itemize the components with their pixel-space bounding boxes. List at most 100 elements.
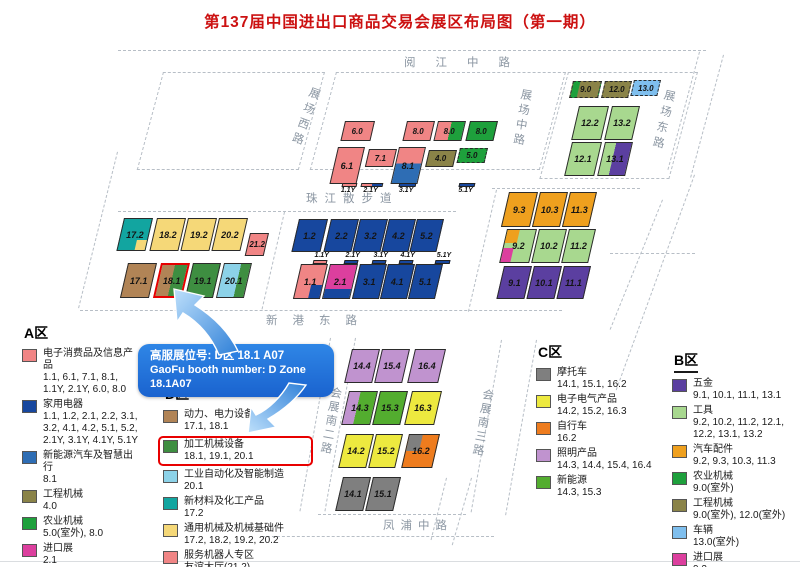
- hall-label: 3.2: [363, 230, 377, 241]
- yard-bar-5.1Y: 5.1Y: [434, 252, 453, 264]
- yard-bar-3.1Y: 3.1Y: [397, 183, 417, 195]
- yard-bar-1.1Y: 1.1Y: [312, 252, 330, 264]
- hall-15.3: 15.3: [372, 391, 408, 425]
- hall-label: 16.3: [414, 403, 432, 413]
- legend-item-text: 新能源汽车及智慧出行 8.1: [43, 450, 133, 485]
- hall-21.2: 21.2: [244, 233, 269, 256]
- legend-swatch-icon: [672, 406, 687, 419]
- hall-label: 11.2: [570, 241, 587, 251]
- road-label-xingang-east-road: 新港东路: [266, 313, 372, 327]
- hall-label: 10.1: [535, 277, 553, 288]
- map-boundary-line: [467, 189, 497, 312]
- hall-label: 4.2: [392, 230, 405, 241]
- hall-label: 1.2: [303, 230, 316, 241]
- legend-item-text: 进口展9.2: [693, 552, 723, 567]
- hall-label: 4.1: [391, 276, 404, 287]
- hall-17.1: 17.1: [119, 263, 157, 298]
- legend-swatch-icon: [22, 517, 37, 530]
- legend-item-text: 农业机械 9.0(室外): [693, 471, 734, 494]
- hall-8.0: 8.0: [433, 121, 466, 141]
- hall-label: 10.3: [541, 204, 559, 215]
- hall-label: 14.1: [344, 489, 362, 499]
- hall-label: 15.1: [374, 489, 392, 499]
- page-title: 第137届中国进出口商品交易会展区布局图（第一期）: [204, 14, 596, 31]
- hall-label: 18.2: [158, 229, 177, 240]
- legend-swatch-icon: [163, 551, 178, 564]
- hall-label: 11.3: [571, 204, 588, 215]
- legend-item-D-5: 服务机器人专区友谊大厅(21.2): [163, 550, 313, 567]
- hall-label: 13.0: [637, 83, 654, 93]
- legend-swatch-icon: [672, 379, 687, 392]
- legend-item-text: 新能源 14.3, 15.3: [557, 475, 602, 498]
- legend-swatch-icon: [672, 499, 687, 512]
- gaofu-booth-callout: 高服展位号: D区 18.1 A07 GaoFu booth number: D…: [138, 344, 334, 397]
- road-label-huizhan-south-3-road: 会展南三路: [471, 387, 496, 458]
- yard-bar-label: 1.1Y: [314, 252, 329, 259]
- legend-item-C-3: 照明产品 14.3, 14.4, 15.4, 16.4: [536, 448, 668, 472]
- legend-item-B-4: 工程机械 9.0(室外), 12.0(室外): [672, 498, 798, 522]
- hall-label: 8.0: [444, 126, 456, 136]
- hall-label: 13.1: [606, 154, 624, 164]
- legend-item-C-1: 电子电气产品 14.2, 15.2, 16.3: [536, 394, 668, 418]
- legend-item-text: 自行车 16.2: [557, 421, 587, 444]
- road-label-yuejiang-middle-road: 阅江中路: [404, 55, 530, 69]
- hall-label: 16.4: [417, 361, 436, 371]
- hall-label: 20.2: [220, 229, 239, 240]
- hall-11.1: 11.1: [556, 266, 591, 299]
- map-boundary-line: [610, 253, 695, 254]
- legend-swatch-icon: [536, 476, 551, 489]
- hall-label: 16.2: [411, 446, 430, 456]
- hall-7.1: 7.1: [364, 149, 397, 167]
- legend-swatch-icon: [536, 368, 551, 381]
- hall-11.3: 11.3: [561, 192, 597, 227]
- hall-label: 17.1: [129, 275, 148, 286]
- hall-label: 4.0: [435, 154, 447, 163]
- yard-bar-label: 1.1Y: [340, 187, 356, 194]
- yard-bar-2.1Y: 2.1Y: [343, 252, 361, 264]
- legend-item-text: 新材料及化工产品 17.2: [184, 496, 264, 519]
- hall-label: 9.3: [513, 204, 526, 215]
- hall-16.2: 16.2: [401, 434, 440, 468]
- hall-label: 11.1: [565, 277, 583, 288]
- legend-item-text: 工具 9.2, 10.2, 11.2, 12.1, 12.2, 13.1, 13.…: [693, 405, 784, 440]
- legend-item-C-2: 自行车 16.2: [536, 421, 668, 445]
- hall-label: 5.2: [420, 230, 433, 241]
- legend-zone-C: C区 摩托车 14.1, 15.1, 16.2 电子电气产品 14.2, 15.2, 1…: [536, 342, 668, 502]
- legend-item-A-3: 工程机械 4.0: [22, 489, 140, 513]
- legend-item-B-6: 进口展9.2: [672, 552, 798, 567]
- hall-label: 12.0: [608, 85, 625, 94]
- hall-label: 14.4: [353, 361, 371, 371]
- legend-swatch-icon: [163, 524, 178, 537]
- legend-swatch-icon: [672, 553, 687, 566]
- yard-bar-label: 3.1Y: [398, 187, 414, 194]
- map-boundary-line: [262, 536, 494, 537]
- legend-title-A: A区: [24, 325, 49, 341]
- yard-bar-label: 2.1Y: [363, 187, 378, 194]
- hall-label: 8.0: [413, 126, 425, 136]
- legend-item-text: 五金 9.1, 10.1, 11.1, 13.1: [693, 378, 782, 401]
- hall-label: 21.2: [249, 240, 265, 249]
- hall-17.2: 17.2: [116, 218, 153, 251]
- hall-label: 1.1: [304, 276, 317, 287]
- legend-swatch-icon: [163, 470, 178, 483]
- map-boundary-line: [261, 211, 285, 310]
- legend-swatch-icon: [672, 445, 687, 458]
- legend-swatch-icon: [536, 449, 551, 462]
- hall-label: 12.1: [574, 154, 592, 164]
- legend-item-text: 照明产品 14.3, 14.4, 15.4, 16.4: [557, 448, 652, 471]
- callout-arrow-to-hall-icon: [173, 288, 240, 356]
- map-boundary-line: [505, 339, 537, 516]
- map-boundary-line: [118, 211, 456, 212]
- hall-6.0: 6.0: [340, 121, 375, 141]
- hall-label: 19.2: [189, 229, 208, 240]
- legend-item-text: 车辆 13.0(室外): [693, 525, 740, 548]
- yard-bar-4.1Y: 4.1Y: [398, 252, 416, 264]
- hall-label: 15.2: [376, 446, 395, 456]
- hall-label: 5.0: [466, 151, 478, 160]
- map-boundary-line: [318, 514, 466, 515]
- yard-bar-1.1Y: 1.1Y: [340, 183, 358, 195]
- hall-label: 8.0: [476, 126, 488, 136]
- hall-5.0: 5.0: [456, 148, 488, 163]
